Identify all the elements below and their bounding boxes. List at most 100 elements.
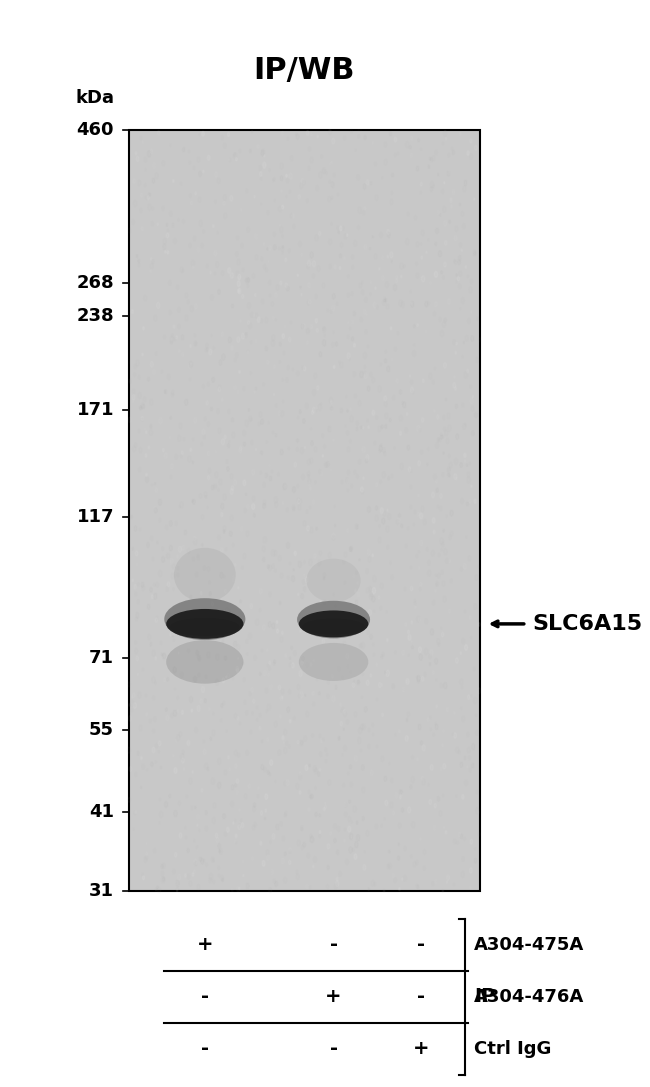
Circle shape <box>298 594 299 596</box>
Circle shape <box>372 410 375 415</box>
Circle shape <box>429 663 431 665</box>
Circle shape <box>408 630 410 634</box>
Circle shape <box>294 551 296 555</box>
Circle shape <box>209 349 212 354</box>
Text: 55: 55 <box>89 721 114 738</box>
Circle shape <box>376 415 378 420</box>
Circle shape <box>319 830 321 834</box>
Circle shape <box>330 401 332 404</box>
Text: 41: 41 <box>89 803 114 822</box>
Circle shape <box>138 583 139 586</box>
Circle shape <box>390 199 393 204</box>
Circle shape <box>307 526 309 532</box>
Circle shape <box>474 251 476 255</box>
Circle shape <box>408 466 411 472</box>
Circle shape <box>467 151 469 155</box>
Circle shape <box>153 594 157 599</box>
Circle shape <box>265 817 266 820</box>
Circle shape <box>436 679 437 682</box>
Circle shape <box>358 680 359 684</box>
Circle shape <box>305 765 308 771</box>
Circle shape <box>173 666 176 673</box>
Circle shape <box>475 714 476 716</box>
Circle shape <box>322 454 324 458</box>
Circle shape <box>181 710 183 714</box>
Text: 460: 460 <box>77 122 114 139</box>
Circle shape <box>329 180 330 184</box>
Circle shape <box>442 435 444 438</box>
Circle shape <box>309 795 311 798</box>
Circle shape <box>380 508 384 514</box>
Circle shape <box>430 764 434 771</box>
Circle shape <box>140 757 142 760</box>
Text: -: - <box>417 987 425 1007</box>
Circle shape <box>159 740 161 746</box>
Circle shape <box>382 518 385 524</box>
Circle shape <box>372 587 376 594</box>
Circle shape <box>320 600 321 603</box>
Circle shape <box>366 680 369 686</box>
Circle shape <box>136 157 139 162</box>
Circle shape <box>155 352 157 355</box>
Circle shape <box>337 302 338 305</box>
Circle shape <box>219 479 222 485</box>
Circle shape <box>174 337 176 340</box>
Circle shape <box>174 627 176 630</box>
Text: -: - <box>330 1039 337 1059</box>
Circle shape <box>297 274 298 276</box>
Circle shape <box>457 276 460 282</box>
Circle shape <box>360 372 363 378</box>
Circle shape <box>176 889 177 891</box>
Circle shape <box>148 604 150 610</box>
Circle shape <box>339 226 342 230</box>
Circle shape <box>192 771 193 773</box>
Circle shape <box>132 548 133 550</box>
Circle shape <box>269 293 271 297</box>
Circle shape <box>386 670 389 676</box>
Circle shape <box>368 426 369 428</box>
Circle shape <box>356 821 358 824</box>
Circle shape <box>387 366 390 372</box>
Circle shape <box>362 787 365 792</box>
Circle shape <box>282 736 284 740</box>
Circle shape <box>343 613 345 616</box>
Circle shape <box>336 634 339 639</box>
Circle shape <box>297 498 300 502</box>
Circle shape <box>283 484 287 490</box>
Circle shape <box>359 727 362 734</box>
Circle shape <box>463 341 464 343</box>
Circle shape <box>166 233 169 238</box>
Circle shape <box>361 487 363 492</box>
Text: -: - <box>201 987 209 1007</box>
Circle shape <box>389 850 390 853</box>
Circle shape <box>416 273 419 278</box>
Circle shape <box>211 408 213 411</box>
Circle shape <box>367 386 370 391</box>
Circle shape <box>140 407 142 410</box>
Circle shape <box>323 808 325 811</box>
Circle shape <box>306 130 309 136</box>
Circle shape <box>312 261 316 266</box>
Circle shape <box>159 571 162 577</box>
Circle shape <box>389 418 391 422</box>
Circle shape <box>183 148 185 152</box>
Circle shape <box>419 513 422 518</box>
Circle shape <box>394 137 396 142</box>
Circle shape <box>146 430 147 434</box>
Circle shape <box>440 684 443 688</box>
Circle shape <box>276 629 279 633</box>
Circle shape <box>443 683 447 689</box>
Circle shape <box>452 733 454 735</box>
Circle shape <box>282 246 283 248</box>
Circle shape <box>201 243 203 248</box>
Text: IP/WB: IP/WB <box>254 57 355 85</box>
Circle shape <box>176 336 177 339</box>
Circle shape <box>252 503 255 510</box>
Circle shape <box>263 264 266 268</box>
Circle shape <box>361 426 362 429</box>
Circle shape <box>235 158 237 161</box>
Circle shape <box>150 588 152 592</box>
Ellipse shape <box>164 598 246 640</box>
Text: 171: 171 <box>77 401 114 418</box>
Ellipse shape <box>166 609 244 639</box>
